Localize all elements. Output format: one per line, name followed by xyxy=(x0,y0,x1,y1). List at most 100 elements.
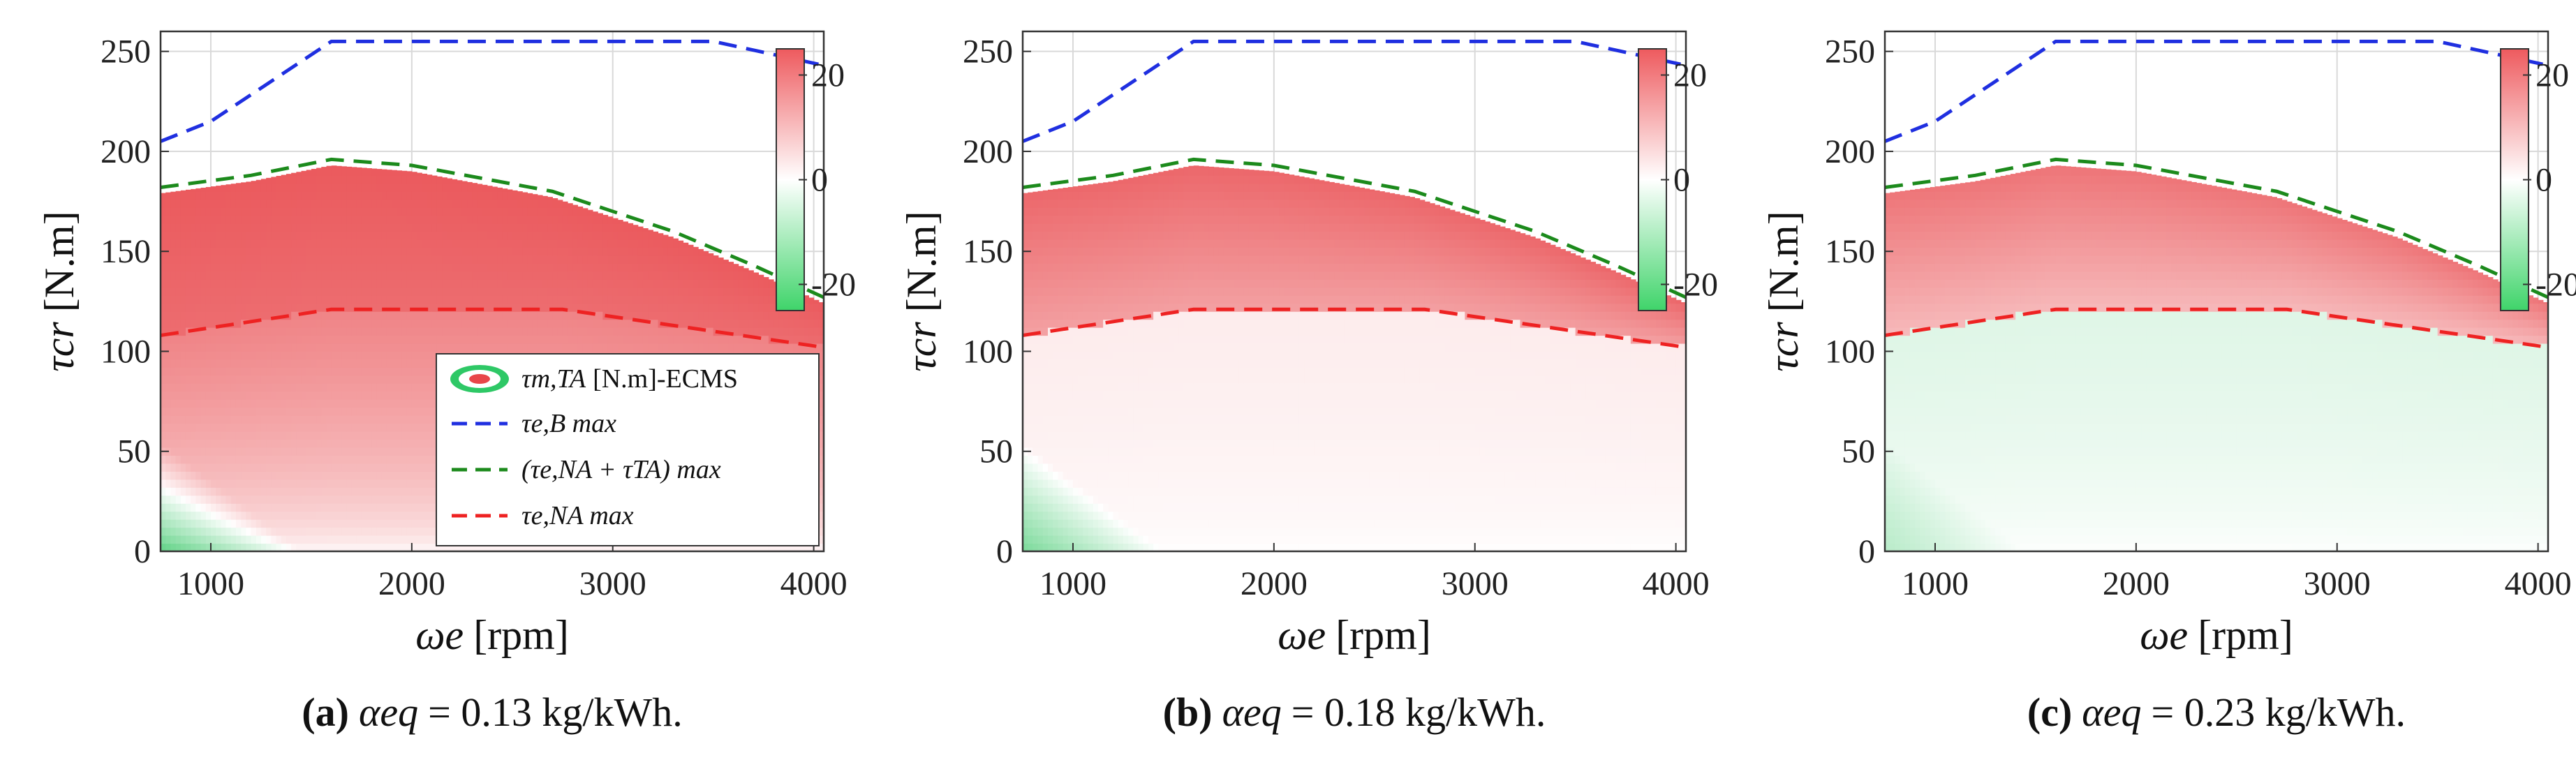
heatmap-cell xyxy=(351,487,357,496)
heatmap-cell xyxy=(502,199,508,208)
heatmap-cell xyxy=(662,255,669,264)
heatmap-cell xyxy=(175,503,182,512)
heatmap-cell xyxy=(170,415,177,424)
heatmap-cell xyxy=(311,343,317,352)
heatmap-cell xyxy=(246,487,252,496)
heatmap-cell xyxy=(422,279,428,288)
heatmap-cell xyxy=(517,239,523,248)
heatmap-cell xyxy=(397,271,403,280)
heatmap-cell xyxy=(346,535,353,544)
heatmap-cell xyxy=(316,207,322,216)
heatmap-cell xyxy=(165,399,171,408)
heatmap-cell xyxy=(452,255,458,264)
heatmap-cell xyxy=(185,543,191,552)
heatmap-cell xyxy=(205,191,212,200)
heatmap-cell xyxy=(185,207,191,216)
heatmap-cell xyxy=(301,463,307,472)
heatmap-cell xyxy=(512,543,518,552)
heatmap-cell xyxy=(552,247,558,256)
heatmap-cell xyxy=(321,255,327,264)
heatmap-cell xyxy=(406,503,413,512)
heatmap-cell xyxy=(517,287,523,296)
heatmap-cell xyxy=(367,431,372,440)
heatmap-cell xyxy=(628,223,634,224)
heatmap-cell xyxy=(351,263,357,272)
heatmap-cell xyxy=(331,351,337,360)
heatmap-cell xyxy=(497,199,503,208)
heatmap-cell xyxy=(602,543,609,552)
heatmap-cell xyxy=(411,399,417,408)
heatmap-cell xyxy=(281,407,287,416)
heatmap-cell xyxy=(427,535,433,544)
heatmap-cell xyxy=(376,271,383,280)
heatmap-cell xyxy=(301,447,307,456)
heatmap-cell xyxy=(165,423,171,432)
heatmap-cell xyxy=(216,335,221,344)
heatmap-cell xyxy=(547,287,553,296)
heatmap-cell xyxy=(632,263,639,272)
heatmap-cell xyxy=(482,271,488,280)
heatmap-cell xyxy=(632,327,639,336)
heatmap-cell xyxy=(281,535,287,544)
heatmap-cell xyxy=(688,287,694,296)
heatmap-cell xyxy=(221,319,227,328)
heatmap-cell xyxy=(392,471,397,480)
heatmap-cell xyxy=(703,311,709,320)
heatmap-cell xyxy=(260,407,267,416)
heatmap-cell xyxy=(195,519,202,528)
heatmap-cell xyxy=(311,215,317,224)
heatmap-cell xyxy=(296,183,302,192)
heatmap-cell xyxy=(276,287,282,296)
heatmap-cell xyxy=(205,287,212,296)
heatmap-cell xyxy=(331,423,337,432)
heatmap-cell xyxy=(241,503,246,512)
heatmap-cell xyxy=(306,535,312,544)
heatmap-cell xyxy=(472,543,478,552)
heatmap-cell xyxy=(326,247,332,256)
heatmap-cell xyxy=(195,375,202,384)
heatmap-cell xyxy=(367,543,372,552)
heatmap-cell xyxy=(442,177,447,184)
heatmap-cell xyxy=(311,311,317,320)
heatmap-cell xyxy=(271,471,277,480)
heatmap-cell xyxy=(281,479,287,488)
heatmap-cell xyxy=(326,455,332,464)
heatmap-cell xyxy=(612,287,619,296)
heatmap-cell xyxy=(336,335,342,344)
heatmap-cell xyxy=(251,327,257,336)
heatmap-cell xyxy=(356,503,362,512)
heatmap-cell xyxy=(191,239,196,248)
heatmap-cell xyxy=(341,535,347,544)
heatmap-cell xyxy=(648,231,653,240)
heatmap-cell xyxy=(336,487,342,496)
heatmap-cell xyxy=(200,223,207,232)
heatmap-cell xyxy=(195,327,202,336)
heatmap-cell xyxy=(291,271,297,280)
heatmap-cell xyxy=(461,183,468,192)
heatmap-cell xyxy=(321,431,327,440)
heatmap-cell xyxy=(542,279,548,288)
heatmap-cell xyxy=(401,471,408,480)
heatmap-cell xyxy=(401,183,408,192)
heatmap-cell xyxy=(411,407,417,416)
heatmap-cell xyxy=(371,511,378,520)
heatmap-cell xyxy=(582,271,589,280)
heatmap-cell xyxy=(542,239,548,248)
heatmap-cell xyxy=(532,327,538,336)
heatmap-cell xyxy=(266,327,272,336)
heatmap-cell xyxy=(256,431,262,440)
heatmap-cell xyxy=(693,246,699,248)
heatmap-cell xyxy=(381,351,387,360)
heatmap-cell xyxy=(225,335,232,344)
heatmap-cell xyxy=(637,319,644,328)
heatmap-cell xyxy=(321,535,327,544)
heatmap-cell xyxy=(658,279,664,288)
heatmap-cell xyxy=(230,439,237,448)
heatmap-cell xyxy=(376,231,383,240)
heatmap-cell xyxy=(436,271,443,280)
heatmap-cell xyxy=(246,399,252,408)
heatmap-cell xyxy=(241,439,246,448)
heatmap-cell xyxy=(276,367,282,376)
heatmap-cell xyxy=(216,343,221,352)
heatmap-cell xyxy=(351,535,357,544)
